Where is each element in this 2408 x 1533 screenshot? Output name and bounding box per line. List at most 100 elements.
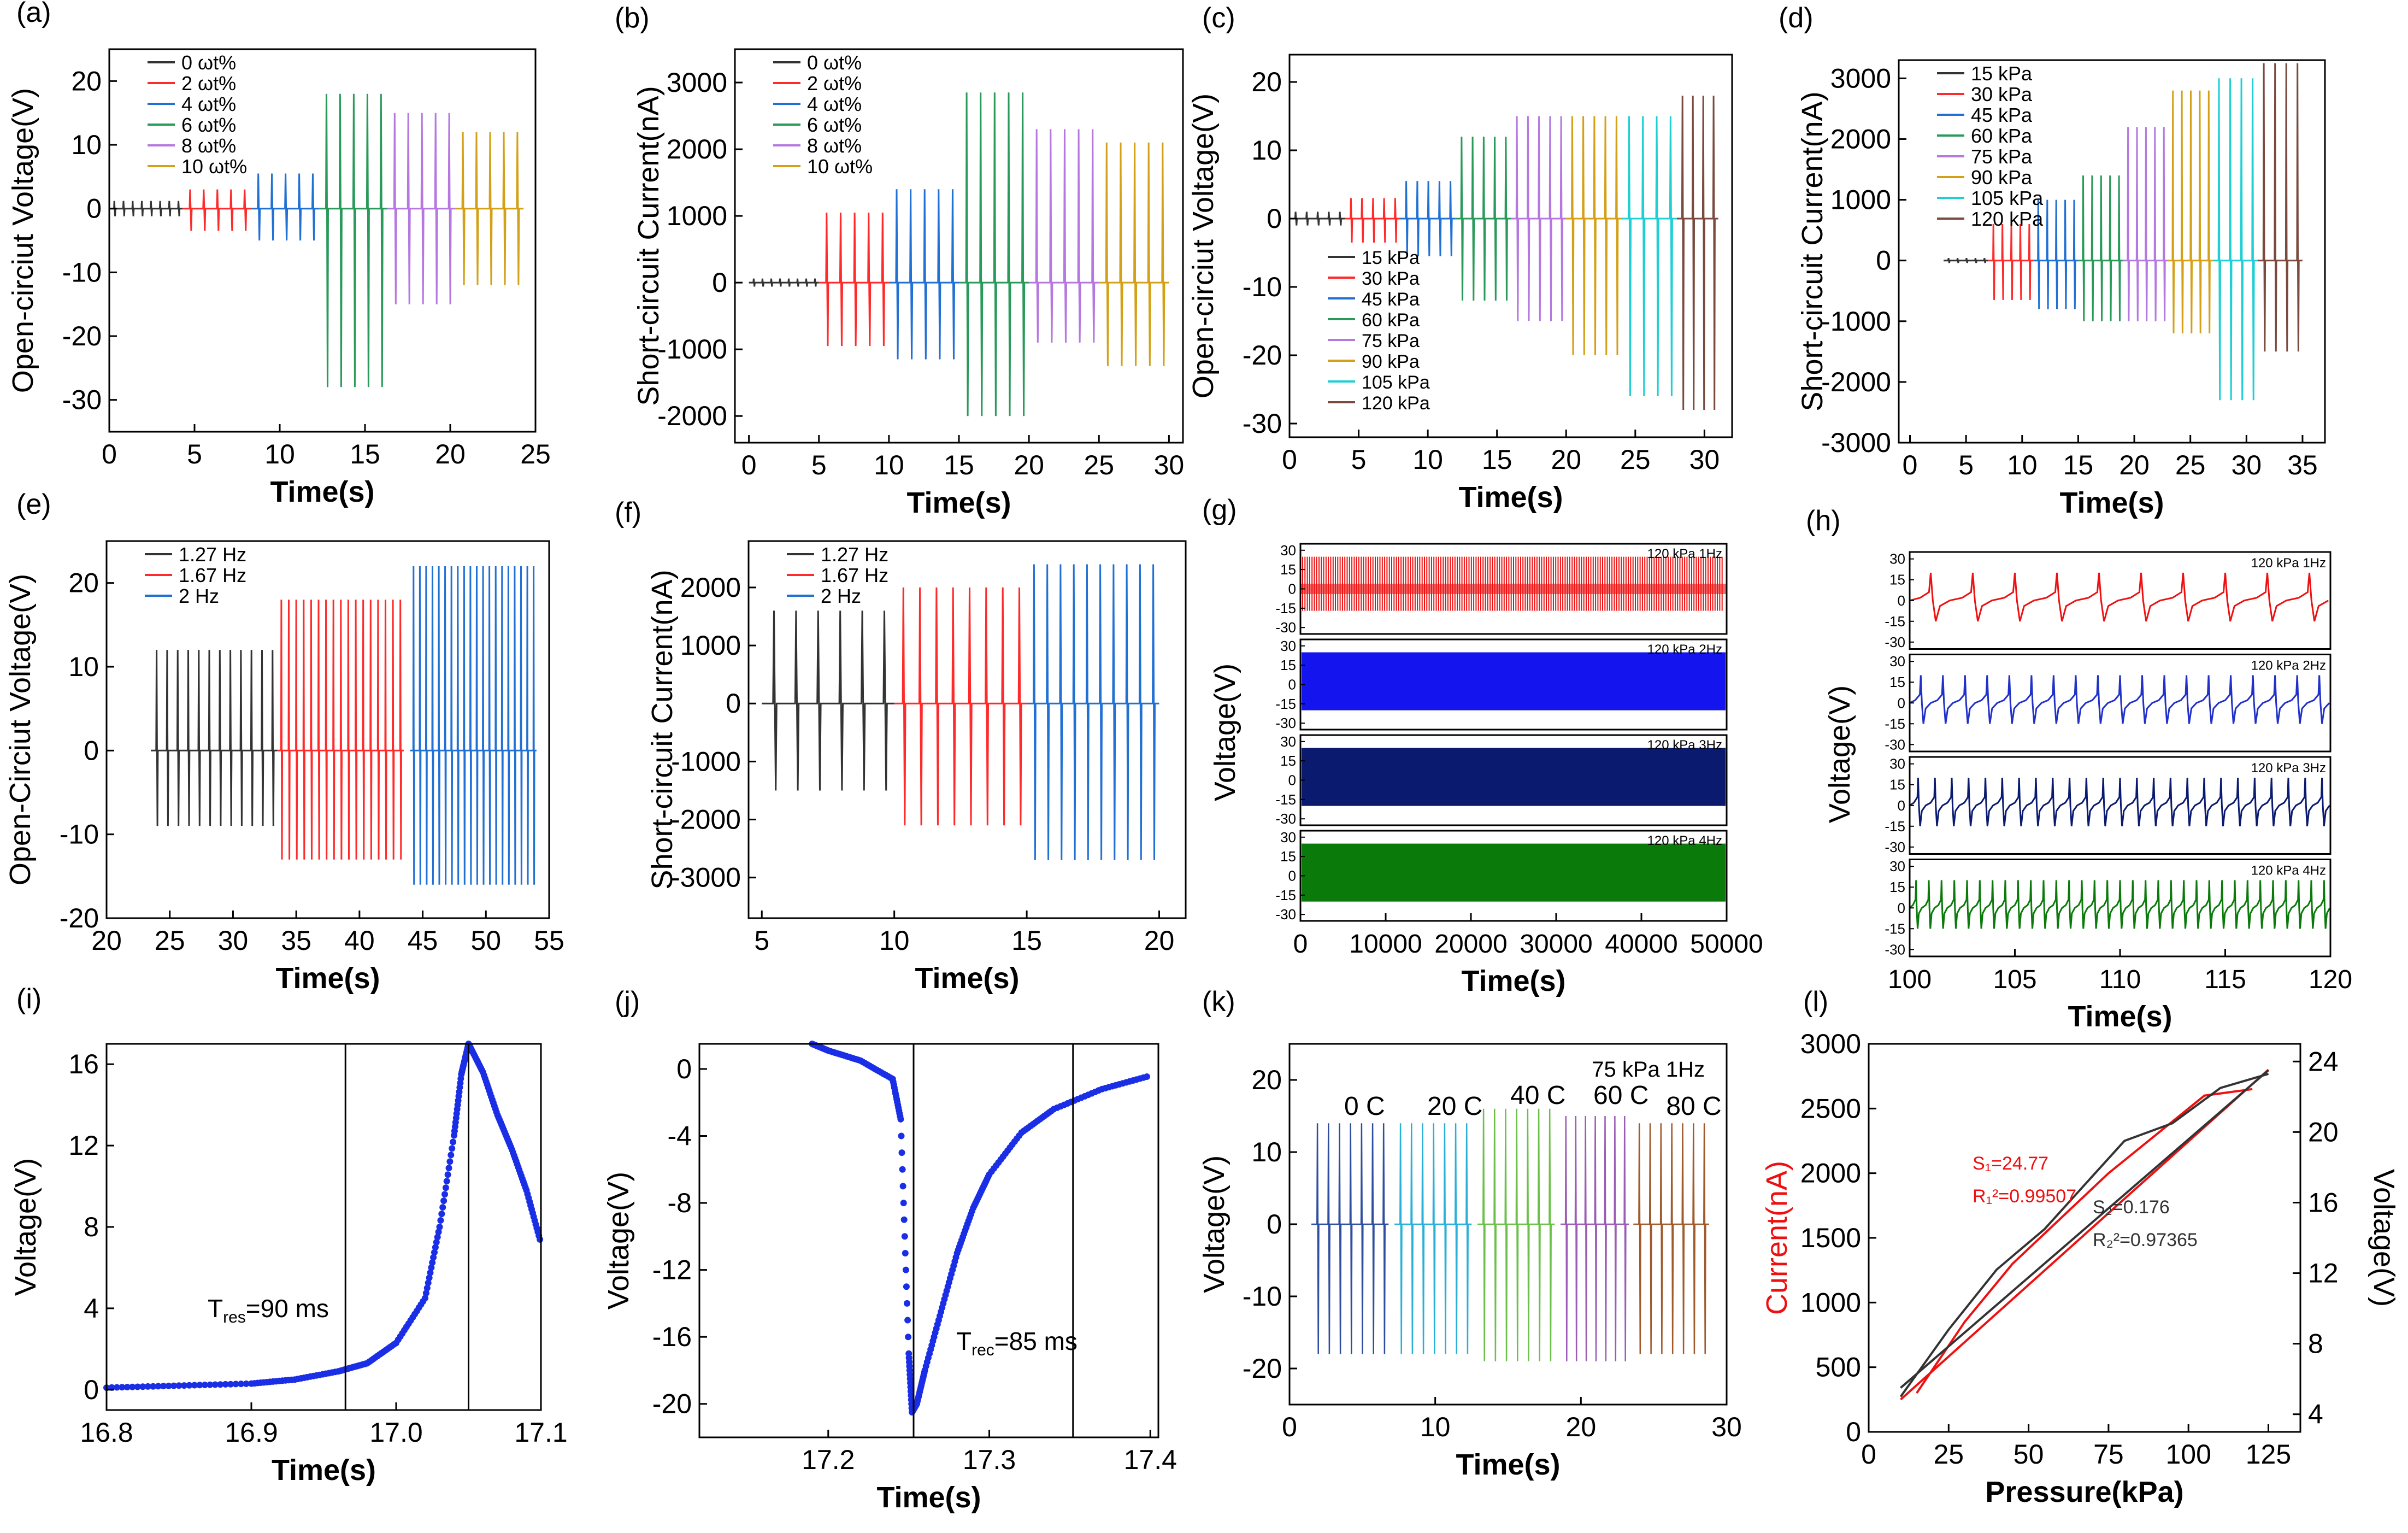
subplot: 120 kPa 3Hz 30 15 0 -15 -30	[1275, 733, 1728, 827]
y-tick-label: 0	[726, 688, 741, 719]
y-tick-label: 30	[1889, 551, 1905, 567]
legend-entry: 75 kPa	[1362, 331, 1420, 351]
y-tick-label: -30	[1243, 408, 1282, 439]
x-tick-label: 50000	[1690, 930, 1763, 959]
series-2-hz	[1027, 564, 1159, 860]
x-tick-label: 0	[1861, 1439, 1876, 1470]
series-75-kpa	[1511, 116, 1567, 321]
subplot: 120 kPa 1Hz 30 15 0 -15 -30	[1885, 551, 2332, 650]
x-tick-label: 10	[1420, 1412, 1451, 1442]
series-4-t-	[251, 173, 319, 241]
x-tick-label: 30	[1689, 444, 1720, 475]
legend-entry: 15 kPa	[1362, 248, 1420, 268]
data-point	[134, 1383, 141, 1390]
series-1-67-hz	[894, 587, 1027, 826]
y-tick-label: -20	[652, 1389, 692, 1419]
data-point	[900, 1200, 907, 1207]
data-point	[904, 1300, 910, 1307]
subplot-label: 120 kPa 2Hz	[1647, 642, 1722, 657]
data-point	[238, 1381, 245, 1388]
x-tick-label: 0	[1293, 930, 1308, 959]
panel-label: (k)	[1202, 986, 1235, 1018]
panel-label: (c)	[1202, 2, 1235, 34]
legend-entry: 15 kPa	[1971, 62, 2033, 85]
data-point	[435, 1229, 442, 1236]
y-tick-label: 0	[84, 1375, 99, 1405]
y-axis-label: Voltage(V)	[1198, 1155, 1231, 1293]
annotation-subscript: rec	[972, 1341, 994, 1359]
panel-i: 16.8 16.9 17.0 17.1 0 4 8 12 16 Time(s) Voltage(V)…	[9, 1041, 568, 1487]
data-point	[445, 1165, 452, 1172]
series-current	[1916, 1088, 2253, 1394]
y-tick-label: -12	[652, 1255, 692, 1285]
series-60-c	[1561, 1115, 1629, 1361]
temperature-label: 80 C	[1666, 1092, 1721, 1121]
y-tick-label: 20	[1251, 1065, 1282, 1095]
series-10-t-	[455, 132, 524, 285]
y-tick-label: 0	[1288, 772, 1296, 789]
x-tick-label: 10	[1412, 444, 1443, 475]
subplot: 120 kPa 4Hz 30 15 0 -15 -30	[1275, 829, 1728, 923]
y-tick-label: -20	[1243, 340, 1282, 371]
y-tick-label: 30	[1280, 733, 1296, 750]
data-point	[433, 1238, 440, 1246]
x-tick-label: 45	[408, 925, 438, 956]
signal-fill	[1300, 584, 1727, 594]
x-tick-label: 20000	[1434, 930, 1507, 959]
x-tick-label: 55	[534, 925, 564, 956]
data-point	[903, 1283, 910, 1290]
annotation-symbol: T	[208, 1294, 223, 1323]
x-axis-label: Time(s)	[275, 962, 380, 995]
y-tick-label: -30	[1275, 715, 1296, 731]
x-tick-label: 15	[350, 439, 380, 469]
y-tick-label: -15	[1885, 818, 1905, 835]
axes-frame	[1898, 59, 2326, 444]
x-tick-label: 10	[874, 450, 904, 480]
time-annotation: Trec=85 ms	[956, 1327, 1078, 1359]
annotation-value: =90 ms	[246, 1294, 329, 1323]
series-75-kpa	[2123, 127, 2168, 321]
y-tick-label: 1500	[1800, 1223, 1861, 1253]
y-tick-label: -30	[1275, 810, 1296, 827]
axes-frame	[105, 540, 550, 919]
y-tick-label: -2000	[671, 804, 741, 835]
panel-label: (a)	[16, 0, 51, 28]
x-tick-label: 0	[1903, 450, 1918, 480]
x-tick-label: 20	[1144, 925, 1175, 956]
data-point	[113, 1384, 120, 1391]
series-15-kpa	[1944, 257, 1989, 263]
y-axis-label: Open-Circiut Voltage(V)	[4, 574, 37, 885]
data-point	[232, 1381, 239, 1388]
fit-annotation: S₂=0.176	[2093, 1197, 2170, 1218]
x-tick-label: 100	[1888, 965, 1932, 994]
panel-h: 120 kPa 1Hz 30 15 0 -15 -30 120 kPa 2Hz 30 15 0 -1…	[1823, 551, 2352, 1033]
y-tick-label: 10	[1251, 135, 1282, 166]
fit-annotation: S₁=24.77	[1973, 1153, 2048, 1174]
x-tick-label: 20	[435, 439, 466, 469]
y-tick-label: -8	[668, 1188, 692, 1218]
x-axis-label: Time(s)	[876, 1481, 981, 1514]
y-tick-label: 500	[1816, 1352, 1861, 1383]
y-tick-label: 15	[1280, 753, 1296, 769]
data-point	[428, 1264, 435, 1271]
y-tick-label: 0	[1288, 868, 1296, 884]
x-axis-label: Time(s)	[2068, 1000, 2172, 1033]
y-tick-label: 0	[1898, 900, 1905, 916]
x-tick-label: 5	[1351, 444, 1367, 475]
data-point	[444, 1171, 451, 1178]
y-tick-label: -10	[1243, 1281, 1282, 1312]
series-20-c	[1394, 1123, 1472, 1354]
legend-entry: 10 ωt%	[181, 155, 247, 178]
data-point	[422, 1295, 428, 1302]
x-axis-label: Time(s)	[2059, 486, 2164, 519]
y-tick-label: 2000	[1830, 124, 1891, 154]
x-tick-label: 30	[2232, 450, 2262, 480]
signal-trace	[1909, 777, 2330, 826]
series-30-kpa	[1345, 198, 1400, 243]
y-tick-label: -20	[1243, 1353, 1282, 1384]
subplot-label: 120 kPa 1Hz	[2251, 556, 2326, 571]
data-point	[898, 1149, 905, 1156]
series-120-kpa	[2257, 63, 2303, 352]
y-axis-label: Short-circuit Current(nA)	[632, 86, 665, 406]
signal-trace	[1302, 843, 1726, 902]
